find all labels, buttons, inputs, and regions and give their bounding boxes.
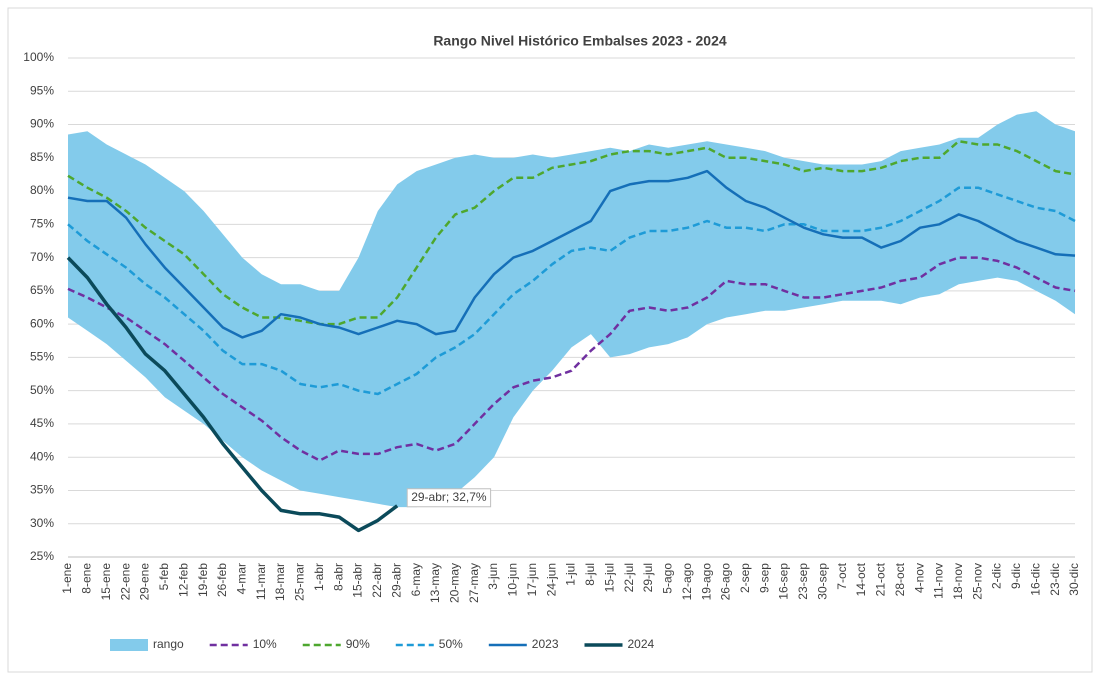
x-tick-label: 8-abr xyxy=(331,563,345,591)
range-area xyxy=(68,111,1075,508)
x-tick-label: 11-mar xyxy=(254,563,268,600)
x-tick-label: 15-jul xyxy=(602,563,616,592)
x-tick-label: 1-ene xyxy=(60,563,74,594)
x-tick-label: 22-ene xyxy=(118,563,132,601)
x-tick-label: 12-ago xyxy=(680,563,694,601)
annotation: 29-abr; 32,7% xyxy=(406,488,492,508)
series-line xyxy=(67,256,1076,462)
y-tick-label: 40% xyxy=(30,449,54,463)
y-tick-label: 45% xyxy=(30,416,54,430)
y-tick-label: 90% xyxy=(30,117,54,131)
legend-label: 10% xyxy=(253,637,277,651)
legend-label: 90% xyxy=(346,637,370,651)
x-tick-label: 27-may xyxy=(467,563,481,603)
chart-title: Rango Nivel Histórico Embalses 2023 - 20… xyxy=(433,33,727,49)
y-tick-label: 30% xyxy=(30,516,54,530)
x-tick-label: 5-ago xyxy=(660,563,674,594)
x-tick-label: 21-oct xyxy=(873,562,887,596)
x-tick-label: 12-feb xyxy=(176,563,190,597)
x-tick-label: 1-jul xyxy=(564,563,578,586)
series-line xyxy=(67,186,1076,396)
series-line xyxy=(67,169,1076,339)
x-tick-label: 19-feb xyxy=(196,563,210,597)
x-tick-label: 23-sep xyxy=(796,563,810,600)
x-tick-label: 9-sep xyxy=(757,563,771,593)
y-tick-label: 75% xyxy=(30,217,54,231)
series-line xyxy=(67,139,1076,326)
x-tick-label: 24-jun xyxy=(544,563,558,596)
x-tick-label: 8-jul xyxy=(583,563,597,586)
x-tick-label: 19-ago xyxy=(699,563,713,601)
y-tick-label: 65% xyxy=(30,283,54,297)
legend-label: 50% xyxy=(439,637,463,651)
y-tick-label: 50% xyxy=(30,383,54,397)
y-tick-label: 80% xyxy=(30,183,54,197)
x-tick-label: 13-may xyxy=(428,563,442,603)
y-tick-label: 25% xyxy=(30,549,54,563)
x-tick-label: 25-nov xyxy=(970,563,984,600)
legend-label: rango xyxy=(153,637,184,651)
x-tick-label: 6-may xyxy=(409,563,423,596)
y-tick-label: 70% xyxy=(30,250,54,264)
x-tick-label: 8-ene xyxy=(80,563,94,594)
x-tick-label: 15-abr xyxy=(351,563,365,598)
x-tick-label: 18-mar xyxy=(273,563,287,601)
x-tick-label: 11-nov xyxy=(932,563,946,599)
x-tick-label: 16-dic xyxy=(1028,563,1042,596)
legend-label: 2024 xyxy=(628,637,655,651)
x-tick-label: 29-abr xyxy=(389,563,403,598)
x-tick-label: 16-sep xyxy=(777,563,791,600)
x-tick-label: 1-abr xyxy=(312,563,326,591)
x-tick-label: 30-dic xyxy=(1067,563,1081,596)
x-tick-label: 30-sep xyxy=(815,563,829,600)
x-tick-label: 10-jun xyxy=(506,563,520,596)
y-tick-label: 85% xyxy=(30,150,54,164)
x-tick-label: 7-oct xyxy=(835,562,849,589)
x-tick-label: 29-ene xyxy=(138,563,152,601)
x-tick-label: 2-sep xyxy=(738,563,752,593)
legend-label: 2023 xyxy=(532,637,559,651)
x-tick-label: 22-jul xyxy=(622,563,636,592)
y-tick-label: 60% xyxy=(30,316,54,330)
x-tick-label: 28-oct xyxy=(893,562,907,596)
annotation-box xyxy=(406,488,492,508)
x-tick-label: 4-mar xyxy=(234,563,248,594)
y-tick-label: 35% xyxy=(30,483,54,497)
x-tick-label: 22-abr xyxy=(370,563,384,598)
x-tick-label: 18-nov xyxy=(951,563,965,600)
x-tick-label: 20-may xyxy=(447,563,461,603)
x-tick-label: 15-ene xyxy=(99,563,113,601)
y-tick-label: 100% xyxy=(23,50,54,64)
x-tick-label: 14-oct xyxy=(854,562,868,596)
x-tick-label: 26-feb xyxy=(215,563,229,597)
x-tick-label: 5-feb xyxy=(157,563,171,591)
x-tick-label: 29-jul xyxy=(641,563,655,592)
annotation-text: 29-abr; 32,7% xyxy=(411,490,487,504)
y-tick-label: 95% xyxy=(30,83,54,97)
x-tick-label: 25-mar xyxy=(293,563,307,601)
x-tick-label: 4-nov xyxy=(912,563,926,593)
y-tick-label: 55% xyxy=(30,350,54,364)
x-tick-label: 9-dic xyxy=(1009,563,1023,589)
legend-swatch xyxy=(110,639,148,651)
plot xyxy=(66,111,1076,533)
x-tick-label: 3-jun xyxy=(486,563,500,590)
x-tick-label: 17-jun xyxy=(525,563,539,596)
x-tick-label: 23-dic xyxy=(1048,563,1062,596)
x-tick-label: 2-dic xyxy=(990,563,1004,589)
x-tick-label: 26-ago xyxy=(719,563,733,601)
series-line xyxy=(66,256,399,533)
